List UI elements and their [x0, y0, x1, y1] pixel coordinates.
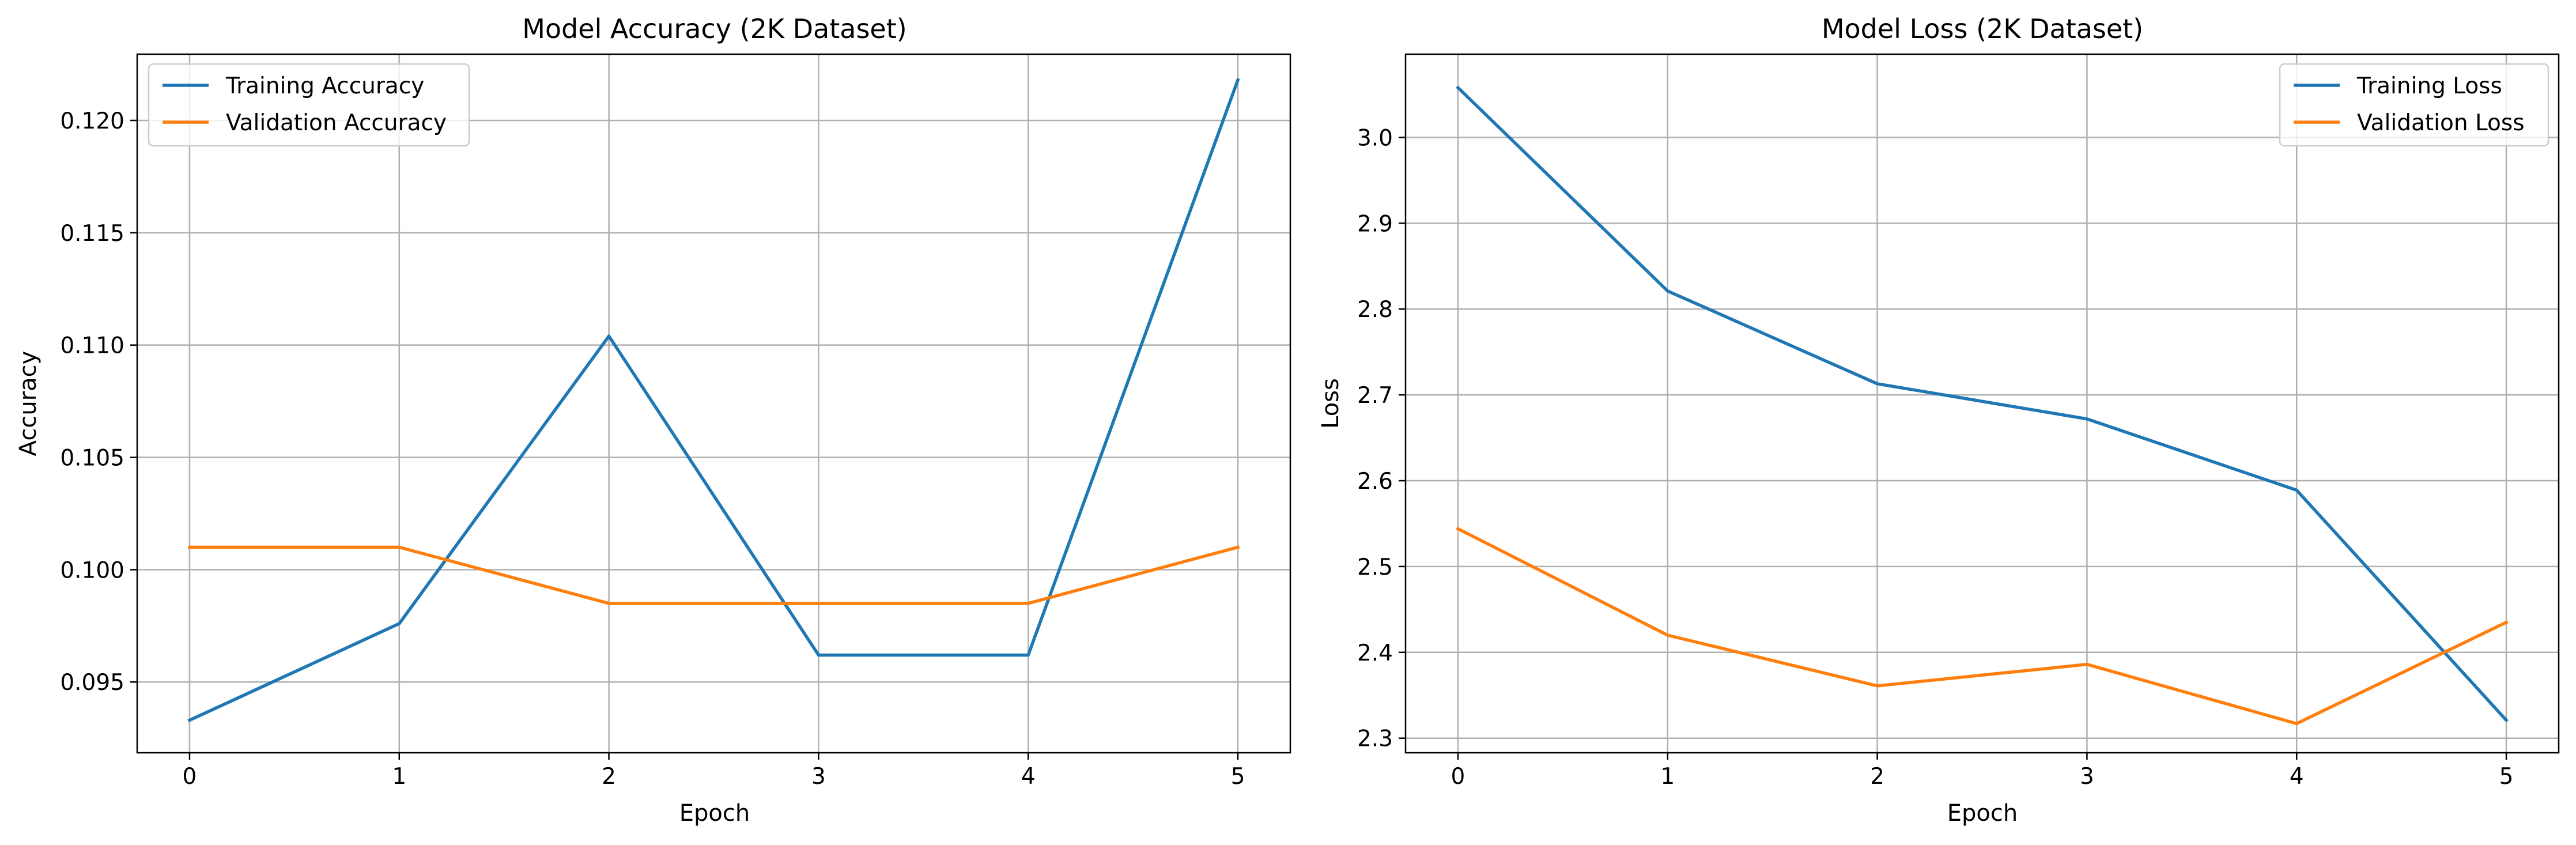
accuracy-y-tick-label: 0.120 — [60, 108, 124, 134]
accuracy-x-tick-label: 2 — [602, 764, 616, 790]
loss-y-tick-label: 2.7 — [1357, 383, 1393, 409]
loss-y-axis-label: Loss — [1317, 378, 1344, 429]
loss-y-tick-label: 2.3 — [1357, 726, 1393, 752]
accuracy-chart: Model Accuracy (2K Dataset) 0 1 2 3 4 5 0.095… — [15, 13, 1291, 827]
loss-y-ticks: 2.3 2.4 2.5 2.6 2.7 2.8 2.9 3.0 — [1357, 125, 1406, 752]
accuracy-x-tick-label: 4 — [1021, 764, 1036, 790]
loss-x-tick-label: 3 — [2080, 764, 2094, 790]
loss-y-tick-label: 2.9 — [1357, 211, 1393, 237]
loss-x-axis-label: Epoch — [1947, 800, 2018, 827]
legend-label-validation-loss: Validation Loss — [2357, 110, 2525, 136]
accuracy-x-tick-label: 3 — [811, 764, 826, 790]
loss-series-line-validation — [1456, 526, 2509, 726]
loss-x-ticks: 0 1 2 3 4 5 — [1451, 753, 2514, 790]
accuracy-y-tick-label: 0.110 — [60, 333, 124, 359]
loss-chart: Model Loss (2K Dataset) 0 1 2 3 4 5 2.3 2.4 2.5… — [1317, 13, 2560, 827]
loss-x-tick-label: 5 — [2499, 764, 2514, 790]
loss-y-tick-label: 2.8 — [1357, 297, 1393, 323]
loss-series — [1456, 85, 2509, 726]
accuracy-series — [187, 78, 1240, 723]
loss-x-tick-label: 1 — [1660, 764, 1675, 790]
accuracy-x-tick-label: 0 — [183, 764, 197, 790]
accuracy-grid — [137, 54, 1290, 753]
loss-y-tick-label: 2.5 — [1357, 554, 1393, 580]
loss-chart-title: Model Loss (2K Dataset) — [1822, 13, 2143, 44]
accuracy-y-tick-label: 0.115 — [60, 221, 124, 247]
accuracy-y-tick-label: 0.095 — [60, 670, 124, 696]
accuracy-series-line-validation — [188, 545, 1240, 605]
accuracy-x-tick-label: 5 — [1231, 764, 1245, 790]
loss-legend-box — [2279, 63, 2549, 147]
accuracy-x-tick-label: 1 — [392, 764, 406, 790]
loss-x-tick-label: 2 — [1870, 764, 1884, 790]
loss-y-tick-label: 3.0 — [1357, 125, 1393, 151]
loss-series-line-training — [1456, 85, 2509, 723]
legend-label-training-accuracy: Training Accuracy — [225, 73, 424, 99]
loss-y-tick-label: 2.6 — [1357, 469, 1393, 495]
accuracy-plot-frame — [136, 53, 1291, 754]
legend-label-validation-accuracy: Validation Accuracy — [226, 110, 447, 136]
accuracy-y-tick-label: 0.100 — [60, 557, 124, 583]
legend-label-training-loss: Training Loss — [2356, 73, 2502, 99]
accuracy-y-axis-label: Accuracy — [15, 351, 41, 457]
loss-x-tick-label: 4 — [2290, 764, 2304, 790]
accuracy-x-axis-label: Epoch — [679, 800, 750, 827]
loss-legend: Training Loss Validation Loss — [2279, 63, 2549, 147]
accuracy-chart-title: Model Accuracy (2K Dataset) — [522, 13, 906, 44]
accuracy-series-line-training — [187, 78, 1240, 723]
accuracy-y-ticks: 0.095 0.100 0.105 0.110 0.115 0.120 — [60, 108, 137, 696]
loss-y-tick-label: 2.4 — [1357, 640, 1393, 666]
accuracy-legend: Training Accuracy Validation Accuracy — [148, 63, 470, 147]
loss-plot-frame — [1404, 53, 2560, 754]
accuracy-legend-box — [148, 63, 470, 147]
loss-x-tick-label: 0 — [1451, 764, 1465, 790]
accuracy-y-tick-label: 0.105 — [60, 446, 124, 471]
accuracy-x-ticks: 0 1 2 3 4 5 — [183, 753, 1245, 790]
loss-grid — [1406, 54, 2559, 753]
